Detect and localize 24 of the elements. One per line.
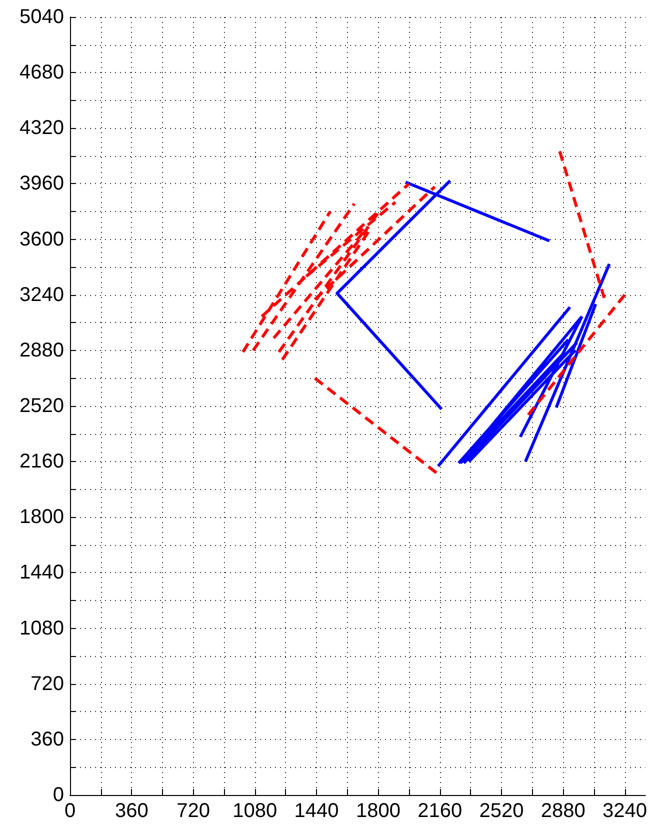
x-tick-label: 1440 — [294, 800, 339, 822]
y-tick-label: 3600 — [20, 228, 64, 250]
y-tick-label: 3960 — [20, 172, 64, 195]
y-tick-label: 360 — [30, 728, 64, 750]
y-tick-label: 1800 — [20, 506, 64, 528]
y-tick-label: 4680 — [20, 62, 64, 84]
x-tick-label: 720 — [176, 800, 210, 822]
y-tick-label: 2160 — [20, 450, 64, 473]
y-tick-label: 2520 — [20, 395, 64, 417]
x-tick-label: 1800 — [356, 800, 400, 822]
x-tick-label: 2160 — [418, 800, 462, 822]
x-tick-label: 2880 — [540, 800, 586, 822]
y-tick-label: 4320 — [20, 117, 64, 140]
x-tick-label: 2520 — [479, 800, 524, 822]
y-tick-label: 5040 — [20, 6, 64, 28]
y-tick-label: 1080 — [20, 617, 64, 640]
y-tick-label: 1440 — [20, 562, 64, 584]
x-tick-label: 3240 — [602, 800, 648, 822]
x-tick-label: 1080 — [232, 800, 278, 822]
y-tick-label: 2880 — [20, 339, 64, 362]
x-tick-label: 360 — [114, 800, 148, 822]
y-tick-label: 0 — [52, 784, 64, 806]
y-tick-label: 720 — [30, 672, 64, 695]
y-tick-label: 3240 — [20, 284, 64, 306]
